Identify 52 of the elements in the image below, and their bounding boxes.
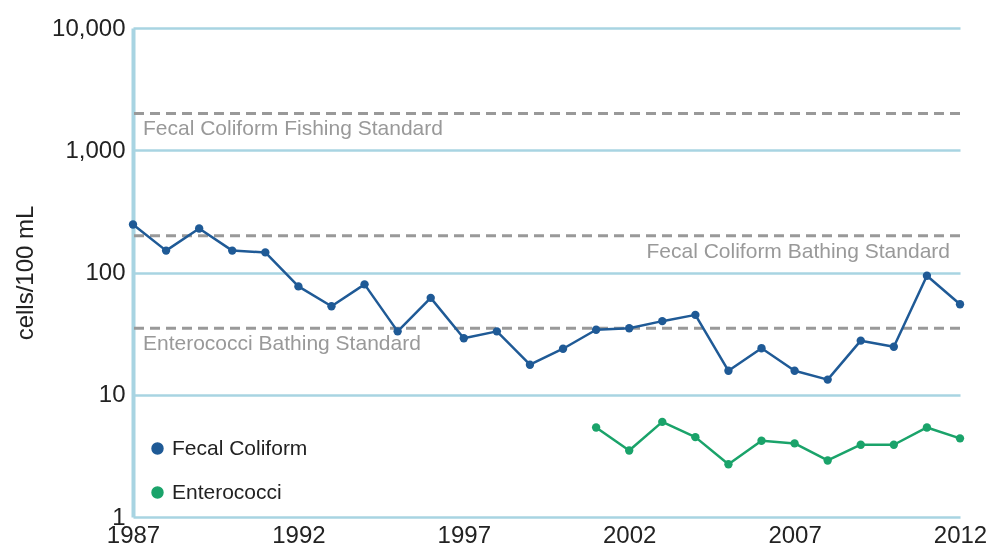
point (492, 327, 502, 336)
point (724, 366, 733, 375)
ref-line-label: Fecal Coliform Bathing Standard (646, 238, 950, 262)
x-tick-label: 2012 (933, 520, 988, 548)
point (459, 334, 468, 343)
point (261, 248, 270, 257)
x-tick-label: 2007 (768, 520, 822, 548)
x-tick-label: 1997 (437, 520, 491, 548)
point (922, 423, 932, 432)
point (658, 417, 667, 427)
legend-label: Enterococci (172, 479, 282, 503)
point (856, 336, 865, 345)
point (591, 325, 601, 334)
point (955, 300, 965, 309)
point (757, 344, 766, 353)
x-tick-label: 2002 (603, 520, 657, 548)
y-tick-label: 100 (85, 258, 126, 285)
point (724, 460, 733, 469)
point (591, 423, 601, 432)
point (558, 344, 568, 353)
point (889, 342, 899, 351)
point (691, 310, 700, 320)
point (360, 280, 369, 289)
point (658, 316, 667, 326)
point (823, 456, 832, 465)
point (790, 366, 799, 375)
legend-label: Fecal Coliform (172, 435, 308, 459)
point (161, 246, 171, 255)
point (194, 224, 204, 233)
ref-line-label: Fecal Coliform Fishing Standard (143, 116, 443, 140)
point (327, 302, 336, 311)
point (757, 436, 766, 445)
point (823, 375, 832, 384)
point (955, 434, 965, 443)
point (856, 440, 865, 449)
y-tick-label: 10,000 (52, 13, 126, 41)
point (128, 220, 138, 229)
point (294, 282, 303, 291)
point (525, 360, 535, 369)
y-tick-label: 10 (98, 380, 126, 408)
point (625, 446, 634, 455)
point (426, 293, 435, 303)
point (889, 440, 899, 449)
point (922, 271, 932, 280)
y-tick-label: 1,000 (65, 135, 126, 163)
point (228, 246, 237, 255)
point (691, 432, 700, 442)
y-axis-title: cells/100 mL (11, 205, 39, 341)
ref-line-label: Enterococci Bathing Standard (143, 331, 421, 355)
point (790, 439, 799, 448)
point (625, 324, 634, 333)
x-tick-label: 1992 (272, 520, 326, 548)
